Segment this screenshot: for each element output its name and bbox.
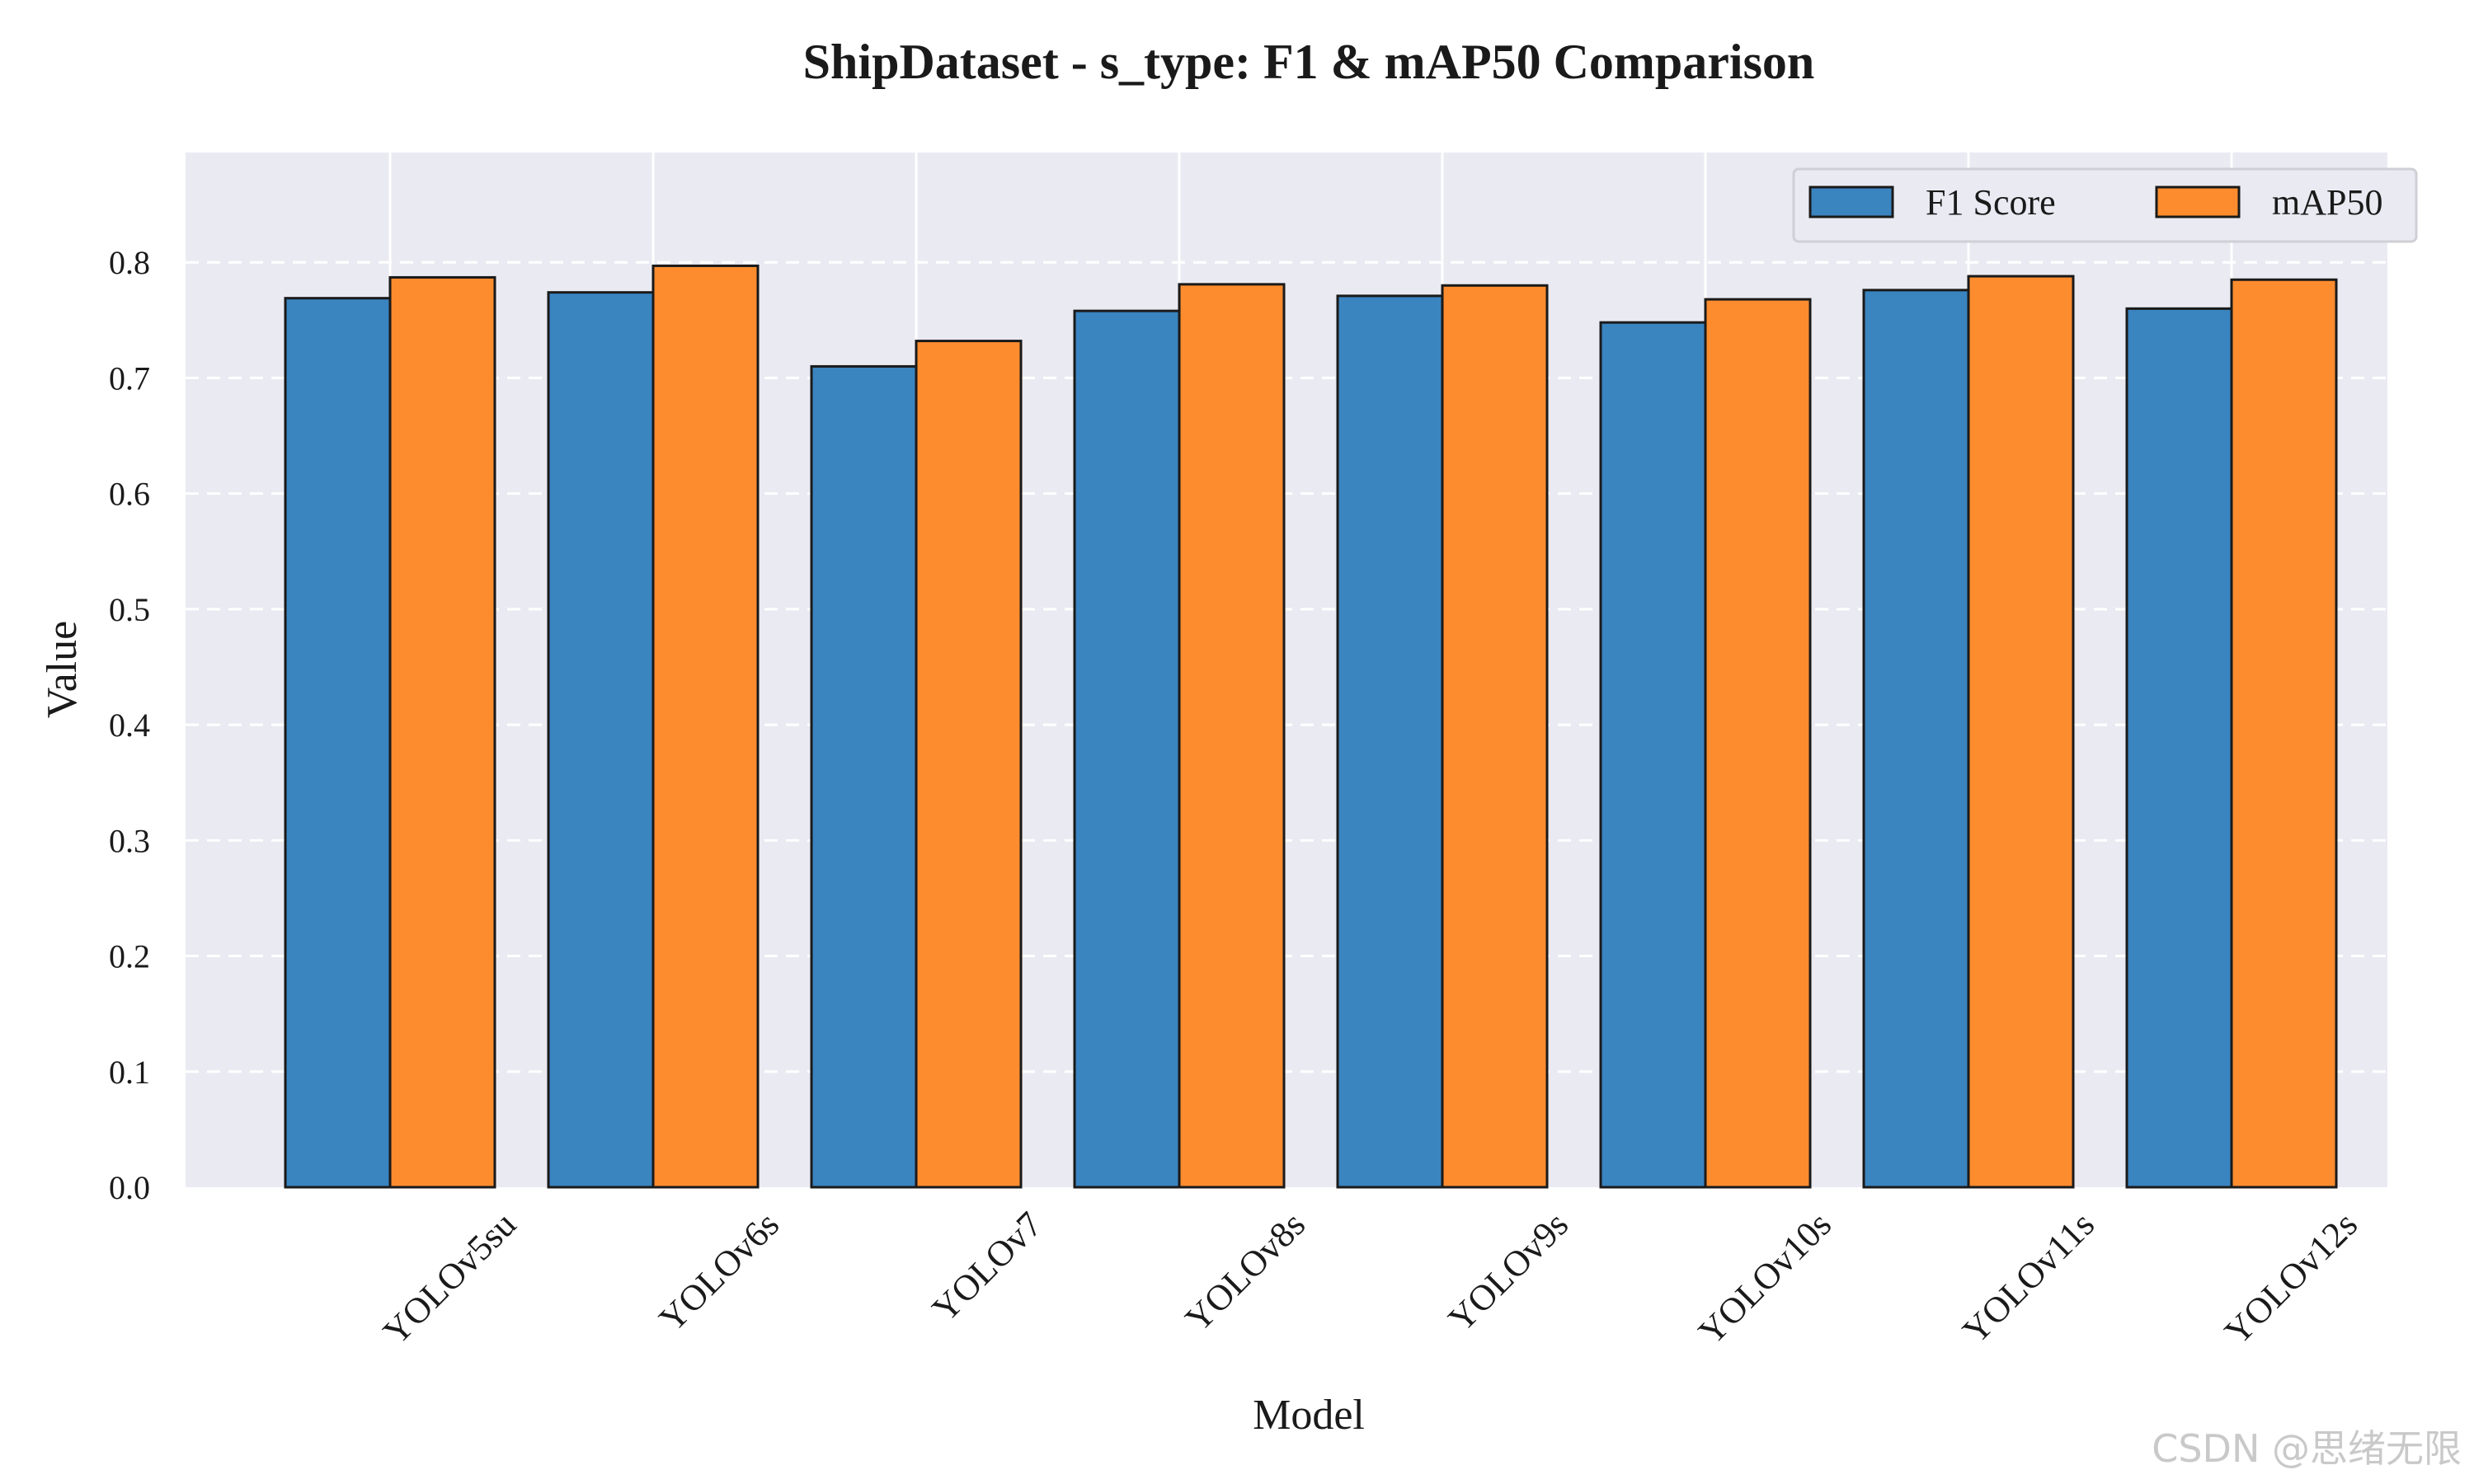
bar-f1-score-yolov7	[810, 364, 918, 1189]
y-tick-label-0-0: 0.0	[109, 1169, 150, 1206]
x-tick-label-yolov6s: YOLOv6s	[651, 1204, 787, 1339]
bar-f1-score-yolov5su	[284, 297, 392, 1189]
bars	[284, 264, 2338, 1189]
bar-map50-yolov9s	[1441, 284, 1549, 1189]
y-tick-label-0-3: 0.3	[109, 822, 150, 859]
legend-swatch-f1-score	[1808, 186, 1894, 218]
x-axis-label: Model	[1253, 1392, 1365, 1439]
x-tick-label-yolov8s: YOLOv8s	[1178, 1204, 1313, 1339]
y-axis-ticks: 0.0 0.1 0.2 0.3 0.4 0.5 0.6 0.7 0.8	[109, 244, 150, 1206]
legend-label-f1-score: F1 Score	[1926, 182, 2056, 223]
legend-label-map50: mAP50	[2272, 182, 2382, 223]
bar-f1-score-yolov10s	[1599, 321, 1707, 1189]
bar-f1-score-yolov11s	[1862, 289, 1970, 1189]
watermark: CSDN @思绪无限	[2152, 1426, 2462, 1471]
legend-box	[1792, 167, 2418, 243]
bar-map50-yolov7	[915, 340, 1023, 1189]
y-tick-label-0-5: 0.5	[109, 591, 150, 628]
x-axis-ticks: YOLOv5su YOLOv6s YOLOv7 YOLOv8s YOLOv9s YOLOv…	[375, 1204, 2365, 1352]
x-tick-label-yolov10s: YOLOv10s	[1691, 1204, 1839, 1352]
bar-map50-yolov8s	[1178, 283, 1286, 1189]
bar-map50-yolov10s	[1704, 298, 1812, 1189]
chart-title: ShipDataset - s_type: F1 & mAP50 Compari…	[803, 35, 1815, 89]
x-tick-label-yolov11s: YOLOv11s	[1954, 1204, 2102, 1351]
y-tick-label-0-1: 0.1	[109, 1054, 150, 1091]
x-tick-label-yolov12s: YOLOv12s	[2217, 1204, 2365, 1352]
y-tick-label-0-4: 0.4	[109, 707, 150, 744]
bar-f1-score-yolov9s	[1336, 294, 1444, 1189]
y-tick-label-0-8: 0.8	[109, 244, 150, 281]
y-tick-label-0-2: 0.2	[109, 938, 150, 975]
x-tick-label-yolov7: YOLOv7	[924, 1204, 1050, 1329]
legend: F1 Score mAP50	[1792, 167, 2418, 243]
bar-f1-score-yolov12s	[2125, 307, 2233, 1189]
y-tick-label-0-6: 0.6	[109, 476, 150, 513]
bar-map50-yolov11s	[1967, 275, 2075, 1189]
x-tick-label-yolov5su: YOLOv5su	[375, 1204, 524, 1352]
bar-map50-yolov5su	[388, 275, 496, 1189]
legend-swatch-map50	[2155, 186, 2241, 218]
x-tick-label-yolov9s: YOLOv9s	[1441, 1204, 1576, 1339]
bar-map50-yolov12s	[2230, 278, 2338, 1189]
y-axis-label: Value	[39, 621, 86, 718]
bar-f1-score-yolov8s	[1073, 309, 1181, 1189]
bar-map50-yolov6s	[651, 264, 760, 1189]
bar-f1-score-yolov6s	[547, 291, 655, 1189]
y-tick-label-0-7: 0.7	[109, 359, 150, 397]
